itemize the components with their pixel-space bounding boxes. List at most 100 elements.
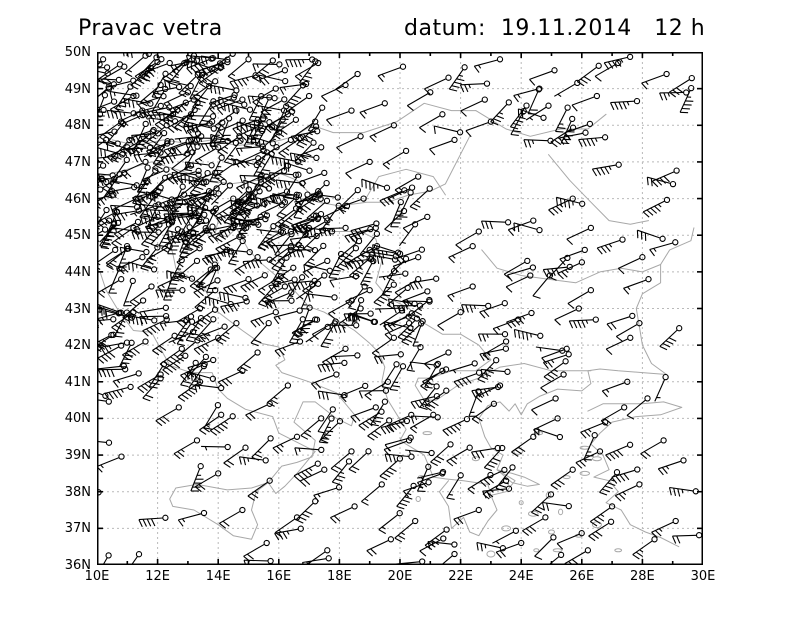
x-tick-label: 30E <box>690 569 716 584</box>
wind-barb <box>405 449 435 457</box>
wind-barb <box>554 79 581 98</box>
wind-barb <box>522 514 549 537</box>
wind-barb <box>294 195 324 206</box>
wind-barb <box>196 195 210 224</box>
x-tick-label: 10E <box>84 569 110 584</box>
wind-barb <box>591 161 622 177</box>
wind-barb <box>433 125 464 136</box>
wind-barb <box>179 224 193 253</box>
wind-barb <box>127 261 158 273</box>
wind-barb <box>589 503 616 527</box>
wind-barb <box>250 319 272 347</box>
wind-barb <box>480 368 511 378</box>
y-tick-label: 43N <box>64 301 91 317</box>
wind-barb <box>141 221 163 248</box>
wind-barb <box>105 208 121 238</box>
wind-barb <box>459 80 491 93</box>
wind-barb <box>477 331 509 342</box>
wind-barb <box>534 427 564 441</box>
wind-barb <box>106 109 137 120</box>
wind-barb <box>330 448 355 473</box>
wind-barb <box>317 390 348 401</box>
wind-barb <box>529 67 558 86</box>
wind-barb <box>176 318 196 347</box>
wind-barbs <box>97 52 703 565</box>
wind-barb <box>203 401 222 430</box>
y-tick-label: 37N <box>64 521 91 537</box>
wind-barb <box>392 254 422 273</box>
wind-barb <box>358 408 385 431</box>
wind-barb <box>505 272 534 293</box>
wind-barb <box>187 203 217 215</box>
wind-barb <box>361 481 385 506</box>
wind-barb <box>293 316 321 338</box>
wind-barb <box>479 300 508 319</box>
wind-barb <box>349 255 373 280</box>
wind-barb <box>198 64 224 89</box>
wind-barb <box>278 134 304 158</box>
wind-barb <box>258 228 285 252</box>
wind-barb <box>277 244 305 267</box>
wind-barb <box>671 532 703 544</box>
date-label: datum: 19.11.2014 12 h <box>404 16 706 41</box>
wind-barb <box>112 370 142 388</box>
wind-barb <box>128 126 157 146</box>
wind-barb <box>105 310 135 321</box>
wind-barb <box>122 338 149 361</box>
wind-barb <box>117 111 146 128</box>
wind-barb <box>274 525 304 541</box>
wind-barb <box>417 468 447 481</box>
wind-barb <box>379 455 404 481</box>
wind-barb <box>437 309 464 331</box>
wind-barb <box>138 514 169 528</box>
wind-barb <box>430 441 454 467</box>
wind-barb <box>223 102 254 115</box>
wind-barb <box>651 167 680 188</box>
wind-barb <box>97 398 112 405</box>
wind-barb <box>186 371 217 384</box>
wind-barb <box>465 118 495 138</box>
wind-barb <box>279 80 310 95</box>
wind-barb <box>367 417 393 441</box>
wind-barb <box>476 541 507 552</box>
wind-barb <box>245 400 273 421</box>
wind-barb <box>218 96 248 108</box>
wind-barb <box>97 217 113 229</box>
wind-barb <box>596 236 626 255</box>
wind-barb <box>130 64 155 90</box>
wind-barb <box>129 283 155 307</box>
wind-barb <box>531 395 559 416</box>
wind-barb <box>364 378 392 401</box>
wind-barb <box>495 539 525 559</box>
wind-barb <box>159 317 190 331</box>
wind-barb <box>177 378 204 402</box>
wind-barb <box>543 358 569 382</box>
wind-barb <box>424 349 452 370</box>
wind-barb <box>183 143 201 172</box>
wind-barb <box>133 213 161 234</box>
wind-barb <box>134 120 149 150</box>
wind-barb <box>532 272 554 299</box>
wind-barb <box>187 353 210 378</box>
wind-barb <box>162 352 189 376</box>
wind-barb <box>134 102 164 120</box>
y-tick-label: 45N <box>64 228 91 244</box>
wind-barb <box>155 287 186 298</box>
wind-barb <box>468 388 482 417</box>
wind-barb <box>264 297 295 309</box>
wind-barb <box>222 248 253 259</box>
wind-barb <box>123 277 136 307</box>
wind-barb <box>172 167 202 185</box>
wind-barb <box>294 446 325 456</box>
wind-barb <box>251 435 274 461</box>
wind-barb <box>195 316 217 343</box>
wind-barb <box>168 59 190 86</box>
wind-barb <box>272 433 301 454</box>
wind-barb <box>320 320 338 349</box>
wind-barb <box>615 320 643 342</box>
wind-barb <box>252 61 283 72</box>
wind-barb <box>209 84 240 95</box>
wind-barb <box>105 120 127 148</box>
wind-barb <box>247 477 273 501</box>
wind-barb <box>525 102 552 121</box>
